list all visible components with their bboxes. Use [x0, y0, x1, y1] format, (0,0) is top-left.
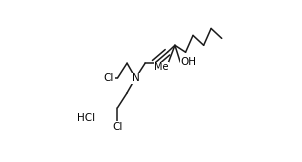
Text: Me: Me	[154, 62, 169, 72]
Text: N: N	[132, 73, 140, 83]
Text: HCl: HCl	[76, 113, 95, 123]
Text: Cl: Cl	[104, 73, 114, 83]
Text: Cl: Cl	[112, 122, 123, 132]
Text: OH: OH	[180, 57, 196, 67]
